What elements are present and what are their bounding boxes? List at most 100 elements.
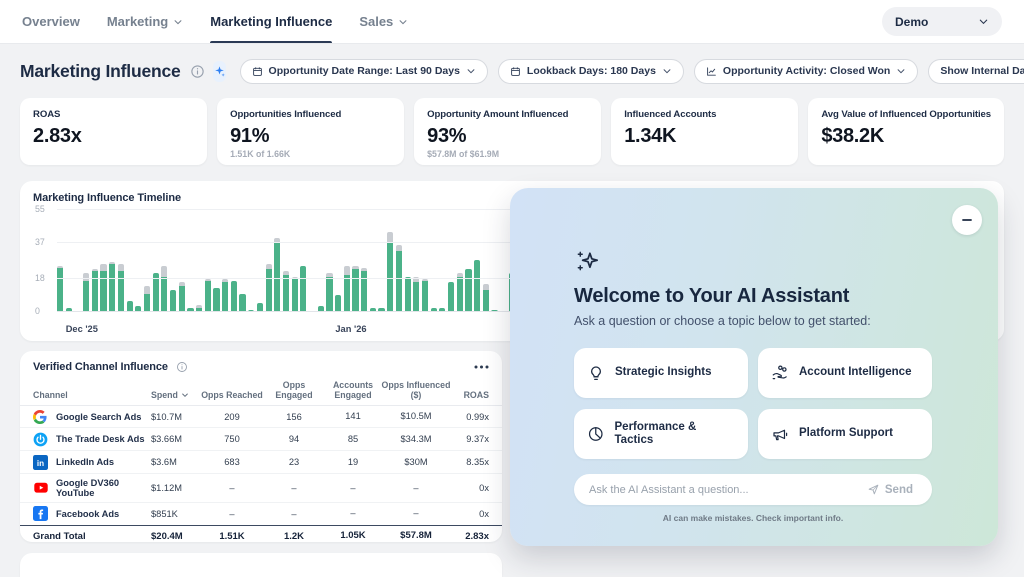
column-header-spend[interactable]: Spend [151, 390, 201, 400]
kpi-label: Influenced Accounts [624, 109, 717, 120]
filter-pill-date-range[interactable]: Opportunity Date Range: Last 90 Days [239, 58, 488, 84]
kpi-card-avg-value: Avg Value of Influenced Opportunities $3… [808, 98, 1005, 165]
kpi-card-influenced-accounts: Influenced Accounts 1.34K [611, 98, 799, 165]
info-icon[interactable] [190, 64, 205, 79]
opps-engaged-cell: 94 [288, 434, 300, 445]
timeline-bar [395, 245, 402, 312]
kpi-card-roas: ROAS 2.83x [20, 98, 208, 165]
topic-label: Strategic Insights [615, 366, 712, 379]
chart-title: Marketing Influence Timeline [33, 192, 181, 204]
filter-pill-activity[interactable]: Opportunity Activity: Closed Won [693, 58, 919, 84]
info-icon[interactable] [176, 361, 188, 373]
topic-performance-tactics[interactable]: Performance & Tactics [574, 409, 748, 459]
timeline-bar [447, 282, 455, 312]
opps-influenced-cell: $30M [404, 456, 428, 467]
roas-cell: 9.37x [466, 434, 489, 445]
table-row: Google DV360 YouTube $1.12M – – – – 0x [20, 474, 502, 503]
chevron-down-icon [174, 19, 182, 24]
ai-sparkle-icon[interactable] [212, 60, 226, 82]
filter-pill-lookback[interactable]: Lookback Days: 180 Days [497, 58, 684, 84]
opps-reached-cell: – [229, 508, 235, 519]
grand-total-opps-engaged: 1.2K [283, 530, 305, 542]
accounts-engaged-cell: 141 [345, 411, 361, 422]
table-title-row: Verified Channel Influence [20, 361, 502, 373]
assistant-welcome-title: Welcome to Your AI Assistant [574, 285, 850, 307]
chevron-down-icon [399, 19, 407, 24]
paper-plane-icon [868, 484, 879, 495]
google-icon [33, 409, 49, 424]
nav-tab-marketing[interactable]: Marketing [107, 0, 183, 43]
timeline-bar [439, 308, 446, 312]
timeline-bar [239, 293, 246, 312]
topic-strategic-insights[interactable]: Strategic Insights [574, 348, 748, 398]
timeline-bar [369, 308, 376, 312]
sort-chevron-icon [182, 393, 188, 398]
timeline-bar [482, 284, 489, 312]
opps-engaged-cell: – [291, 508, 297, 519]
y-axis-tick: 55 [35, 204, 45, 214]
timeline-bar [143, 286, 151, 312]
chart-line-icon [707, 66, 716, 76]
assistant-disclaimer: AI can make mistakes. Check important in… [662, 513, 844, 523]
kpi-label: ROAS [33, 109, 61, 120]
tradedesk-icon [33, 432, 49, 447]
timeline-bar [152, 273, 159, 312]
nav-tab-label: Sales [359, 14, 394, 29]
column-header-channel[interactable]: Channel [33, 390, 68, 401]
channel-name: Google DV360 YouTube [56, 477, 120, 498]
column-header-roas[interactable]: ROAS [463, 390, 489, 401]
channel-cell: The Trade Desk Ads [33, 432, 151, 447]
column-header-opps-reached[interactable]: Opps Reached [201, 390, 263, 401]
column-header-opps-engaged[interactable]: Opps Engaged [275, 380, 313, 401]
assistant-welcome-subtitle: Ask a question or choose a topic below t… [574, 314, 871, 328]
topic-label: Account Intelligence [799, 366, 912, 379]
topic-buttons: Strategic Insights Account Intelligence … [574, 348, 932, 459]
opps-influenced-cell: $34.3M [400, 433, 432, 444]
nav-tab-sales[interactable]: Sales [359, 0, 408, 43]
minimize-button[interactable] [952, 205, 982, 235]
assistant-question-input[interactable] [587, 482, 861, 497]
accounts-engaged-cell: – [350, 482, 356, 493]
timeline-bar [456, 273, 463, 312]
column-label: Spend [151, 390, 178, 401]
opps-engaged-cell: – [291, 482, 297, 493]
more-menu-icon[interactable] [474, 365, 489, 369]
nav-tab-marketing-influence[interactable]: Marketing Influence [210, 0, 333, 43]
top-nav: Overview Marketing Marketing Influence S… [0, 0, 1024, 44]
kpi-label: Avg Value of Influenced Opportunities [821, 109, 992, 120]
timeline-bars [57, 210, 531, 312]
opps-influenced-cell: – [413, 482, 419, 493]
topic-account-intelligence[interactable]: Account Intelligence [758, 348, 932, 398]
spend-cell: $1.12M [151, 482, 183, 493]
roas-cell: 0x [479, 508, 489, 519]
calendar-icon [511, 66, 520, 76]
column-header-accounts-engaged[interactable]: Accounts Engaged [332, 380, 374, 401]
column-header-opps-influenced[interactable]: Opps Influenced ($) [381, 380, 451, 401]
pie-chart-icon [588, 427, 603, 441]
timeline-bar [335, 295, 342, 312]
y-axis-tick: 37 [35, 237, 45, 248]
chevron-down-icon [467, 69, 475, 74]
opps-reached-cell: 683 [224, 457, 240, 468]
channel-cell: Google DV360 YouTube [33, 478, 151, 498]
timeline-bar [126, 300, 133, 312]
lightbulb-icon [591, 366, 601, 381]
kpi-value: 1.34K [624, 125, 677, 147]
opps-engaged-cell: 23 [288, 457, 300, 468]
timeline-bar [187, 308, 194, 312]
assistant-input-row: Send [574, 474, 932, 505]
account-selector[interactable]: Demo [882, 7, 1002, 36]
topic-label: Platform Support [799, 427, 893, 440]
nav-tab-label: Marketing [106, 14, 169, 29]
ai-assistant-panel: Welcome to Your AI Assistant Ask a quest… [510, 188, 998, 546]
kpi-sub: 1.51K of 1.66K [230, 149, 291, 159]
filter-pill-internal-data[interactable]: Show Internal Data (1) × [928, 58, 1024, 84]
x-axis-tick: Dec '25 [65, 324, 98, 334]
grand-total-accounts-engaged: 1.05K [340, 529, 366, 541]
roas-cell: 0x [479, 482, 489, 493]
topic-platform-support[interactable]: Platform Support [758, 409, 932, 459]
timeline-bar [83, 273, 90, 312]
y-axis-tick: 18 [35, 272, 45, 283]
nav-tab-overview[interactable]: Overview [22, 0, 80, 43]
send-button[interactable]: Send [861, 482, 919, 497]
